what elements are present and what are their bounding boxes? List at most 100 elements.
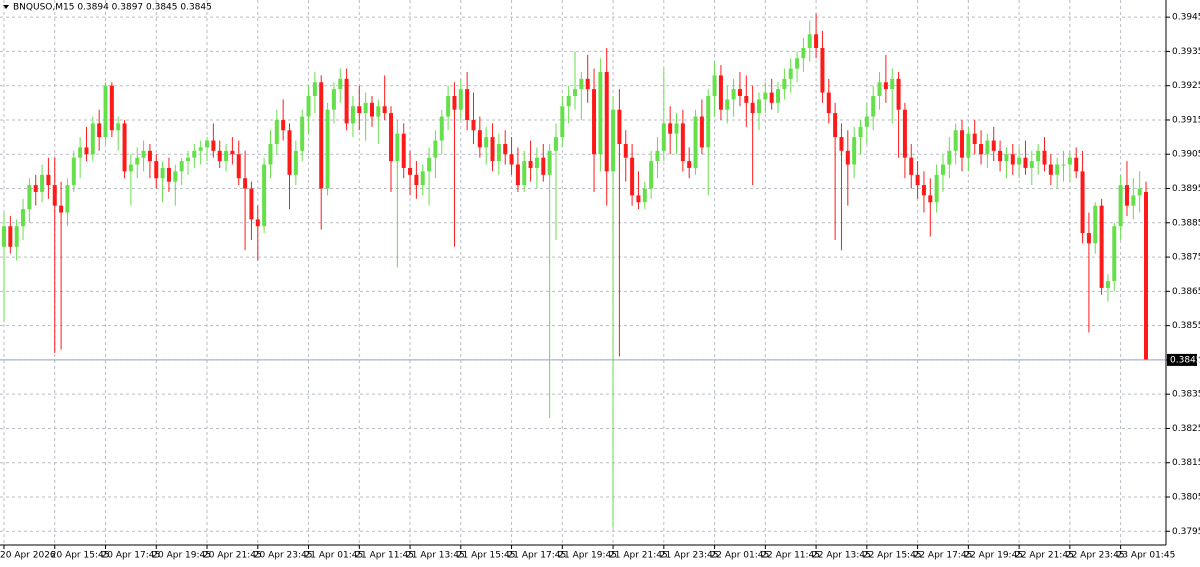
candle-body	[338, 78, 343, 90]
candle-body	[630, 157, 635, 196]
candle-body	[382, 106, 387, 114]
candle-body	[401, 133, 406, 168]
candle-body	[573, 89, 577, 96]
candle-body	[592, 89, 597, 155]
candle-body	[674, 123, 679, 134]
candle-body	[890, 78, 895, 90]
candle-body	[179, 161, 184, 172]
candle-body	[1042, 150, 1047, 165]
candle-body	[97, 123, 102, 138]
candle-body	[1048, 164, 1053, 175]
candle-body	[579, 78, 584, 90]
candle-body	[408, 167, 413, 175]
candle-body	[224, 150, 229, 162]
candle-body	[344, 78, 349, 124]
candle-body	[249, 188, 254, 220]
candle-body	[59, 205, 64, 213]
candle-body	[1004, 154, 1009, 162]
candle-body	[902, 109, 907, 158]
candle-body	[90, 123, 95, 155]
candle-body	[998, 150, 1003, 162]
candle-body	[788, 68, 793, 79]
candle-body	[1099, 205, 1104, 288]
candle-body	[553, 137, 558, 151]
candle-body	[414, 174, 419, 186]
candle-body	[845, 150, 850, 165]
candle-body	[636, 195, 641, 203]
candle-body	[33, 185, 38, 192]
candle-body	[585, 78, 590, 90]
chart-header: BNQUSO,M15 0.3894 0.3897 0.3845 0.3845	[13, 3, 212, 13]
candle-body	[776, 89, 781, 103]
price-label-box	[1167, 353, 1197, 366]
candle-body	[839, 137, 844, 151]
y-tick-label: 0.3915	[1172, 115, 1200, 125]
candle-body	[547, 150, 552, 175]
candle-body	[896, 78, 901, 110]
x-tick-label: 21 Apr 15:45	[457, 551, 516, 561]
candle-body	[617, 109, 622, 144]
candle-body	[268, 143, 273, 165]
candle-body	[750, 102, 755, 114]
candle-body	[439, 116, 444, 141]
candle-body	[389, 113, 394, 162]
candle-body	[8, 226, 13, 247]
candle-body	[960, 130, 965, 158]
candle-body	[909, 157, 914, 175]
candle-body	[243, 178, 248, 189]
candle-body	[465, 89, 470, 120]
x-tick-label: 20 Apr 15:45	[51, 551, 110, 561]
candle-body	[947, 150, 952, 165]
candle-body	[883, 82, 888, 90]
x-tick-label: 22 Apr 17:45	[914, 551, 973, 561]
candle-body	[1010, 154, 1015, 165]
candle-body	[1067, 157, 1072, 165]
candle-body	[122, 123, 127, 172]
candle-body	[801, 47, 806, 59]
candle-body	[852, 137, 857, 165]
candle-body	[46, 174, 51, 186]
candle-body	[1137, 188, 1142, 196]
y-tick-label: 0.3895	[1172, 184, 1200, 194]
candle-body	[1086, 233, 1091, 244]
candle-body	[991, 140, 996, 151]
candle-body	[972, 133, 977, 144]
y-tick-label: 0.3885	[1172, 218, 1200, 228]
candle-body	[274, 119, 279, 144]
x-tick-label: 21 Apr 21:45	[609, 551, 668, 561]
candle-body	[236, 154, 241, 179]
candle-body	[934, 174, 939, 203]
candle-body	[281, 119, 286, 131]
candle-body	[446, 95, 451, 117]
candle-body	[534, 157, 539, 168]
candle-body	[915, 174, 920, 186]
y-tick-label: 0.3865	[1172, 287, 1200, 297]
candle-body	[515, 164, 520, 186]
y-tick-label: 0.3815	[1172, 458, 1200, 468]
candle-body	[826, 92, 831, 114]
candle-body	[807, 34, 812, 48]
candle-body	[649, 161, 654, 189]
candle-body	[78, 147, 83, 158]
candle-body	[128, 164, 133, 172]
candle-body	[173, 171, 178, 182]
candle-body	[1131, 195, 1136, 206]
candle-body	[661, 123, 666, 151]
x-tick-label: 22 Apr 15:45	[863, 551, 922, 561]
candle-body	[27, 185, 32, 210]
x-tick-label: 22 Apr 21:45	[1015, 551, 1074, 561]
candle-body	[699, 116, 704, 148]
x-tick-label: 23 Apr 01:45	[1117, 551, 1176, 561]
y-tick-label: 0.3855	[1172, 321, 1200, 331]
candle-body	[528, 161, 533, 168]
x-tick-label: 20 Apr 17:45	[102, 551, 161, 561]
candle-body	[966, 133, 971, 158]
candle-body	[376, 106, 381, 117]
candle-body	[65, 185, 70, 213]
candle-body	[503, 143, 508, 155]
candle-body	[350, 106, 355, 124]
x-tick-label: 20 Apr 21:45	[203, 551, 262, 561]
candle-body	[985, 140, 990, 155]
candle-body	[706, 95, 711, 148]
candle-body	[953, 130, 958, 151]
